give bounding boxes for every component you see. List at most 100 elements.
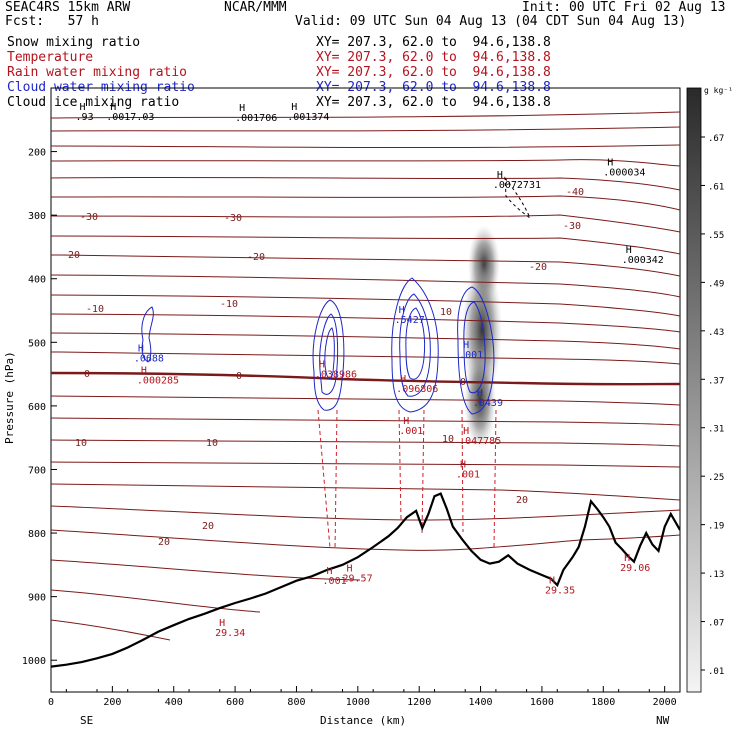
xy-temperature: XY= 207.3, 62.0 to 94.6,138.8 (316, 50, 551, 65)
xy-cloud-ice: XY= 207.3, 62.0 to 94.6,138.8 (316, 95, 551, 110)
isotherm-a (51, 111, 680, 119)
x-tick-label: 800 (287, 697, 305, 708)
rain-value-label: .047785 (459, 436, 501, 447)
snow-ice-value-label-h-marker: H (110, 102, 116, 113)
rain-value-label: .038986 (315, 369, 357, 380)
rain-shaft-2 (334, 409, 338, 551)
y-tick-label: 1000 (22, 656, 46, 667)
snow-ice-value-label-h-marker: H (80, 102, 86, 113)
field-label-snow: Snow mixing ratio (7, 35, 141, 50)
x-axis: 0 200 400 600 800 1000 1200 1400 1600 1800 2000 (48, 686, 677, 708)
rain-value-label-h-marker: H (219, 618, 225, 629)
rain-value-label-h-marker: H (403, 416, 409, 427)
rain-value-label: 29.34 (215, 628, 245, 639)
isotherm-b (51, 126, 680, 132)
rain-value-label: .000285 (137, 376, 179, 387)
cloud-water-cell-3b (399, 293, 431, 397)
x-end-left-label: SE (80, 714, 93, 727)
colorbar-tick-label: .55 (708, 231, 724, 241)
colorbar-tick-label: .37 (708, 376, 724, 386)
xy-snow: XY= 207.3, 62.0 to 94.6,138.8 (316, 35, 551, 50)
zero-isotherm (51, 371, 680, 386)
field-label-temperature: Temperature (7, 50, 94, 65)
isotherm-labels: -40 -30 -30 -30 -20 -20 -20 -10 -10 0 0 … (62, 187, 584, 548)
x-tick-label: 200 (103, 697, 121, 708)
rain-shaft-5 (461, 409, 464, 533)
y-tick-label: 700 (28, 465, 46, 476)
isotherm-k (51, 294, 680, 317)
isotherm-i (51, 254, 680, 277)
cloud-water-cell-2b (319, 313, 339, 395)
isotherm-q (51, 439, 680, 447)
cloud-water-value-label-h-marker: H (138, 343, 144, 354)
isotherm-label-m20-c: -20 (529, 262, 547, 273)
isotherm-label-10-c: 10 (206, 438, 218, 449)
colorbar-tick-label: .67 (708, 134, 724, 144)
y-tick-label: 400 (28, 275, 46, 286)
plot-area: H.93H.0017.03H.001706H.001374H.0072731H.… (51, 102, 680, 668)
x-tick-label: 1200 (407, 697, 431, 708)
cloud-water-cell-3c (405, 307, 426, 380)
isotherm-label-0-c: 0 (460, 377, 466, 388)
isotherm-o (51, 395, 680, 406)
isotherm-label-10-a: 10 (440, 307, 452, 318)
colorbar-tick-label: .31 (708, 425, 724, 435)
isotherm-label-0-b: 0 (236, 371, 242, 382)
colorbar-ticks: .01 .07 .13 .19 .25 .31 .37 .43 .49 .55 .61 .67 (701, 134, 724, 677)
isotherm-label-m20-b: -20 (247, 252, 265, 263)
rain-shaft-3 (398, 409, 402, 521)
snow-ice-value-label-h-marker: H (497, 170, 503, 181)
cloud-water-value-label: .0688 (134, 353, 164, 364)
isotherm-label-m30-a: -30 (80, 212, 98, 223)
cloud-water-value-label-h-marker: H (463, 340, 469, 351)
snow-ice-value-label: .000342 (622, 255, 664, 266)
x-tick-label: 400 (165, 697, 183, 708)
cloud-water-value-label-h-marker: H (399, 305, 405, 316)
x-tick-label: 1800 (591, 697, 615, 708)
x-tick-label: 600 (226, 697, 244, 708)
rain-value-label-h-marker: H (549, 575, 555, 586)
rain-shaft-1 (317, 409, 331, 549)
rain-value-label: .001 (399, 426, 423, 437)
snow-contour (504, 176, 532, 220)
isotherm-c (51, 144, 680, 149)
rain-value-label: 29.57 (342, 573, 372, 584)
x-tick-label: 1000 (346, 697, 370, 708)
snow-ice-value-label-h-marker: H (239, 103, 245, 114)
isotherm-e (51, 176, 680, 191)
snow-ice-value-label: .001706 (235, 113, 277, 124)
isotherm-label-20-b: 20 (202, 521, 214, 532)
y-axis-label: Pressure (hPa) (3, 351, 16, 444)
cloud-water-value-label: .5427 (395, 315, 425, 326)
x-end-right-label: NW (656, 714, 670, 727)
colorbar-tick-label: .61 (708, 182, 724, 192)
cloud-water-cell-4b (463, 301, 486, 394)
isotherm-s (51, 483, 680, 501)
y-axis: 200 300 400 500 600 700 800 900 1000 (22, 148, 57, 667)
rain-water-contours (317, 409, 497, 551)
model-title: SEAC4RS 15km ARW (5, 0, 131, 15)
isotherm-label-20-a: 20 (158, 537, 170, 548)
isotherm-d (51, 159, 680, 167)
valid-time: Valid: 09 UTC Sun 04 Aug 13 (04 CDT Sun … (295, 14, 687, 29)
colorbar-tick-label: .43 (708, 328, 724, 338)
isotherm-f (51, 195, 680, 211)
colorbar (686, 87, 702, 693)
cloud-water-cell-4a (457, 286, 495, 415)
rain-value-label: .001 (323, 576, 347, 587)
rain-value-label-h-marker: H (624, 553, 630, 564)
isotherm-label-20-c: 20 (516, 495, 528, 506)
value-labels: H.93H.0017.03H.001706H.001374H.0072731H.… (76, 102, 664, 639)
isotherm-label-m10-a: -10 (86, 304, 104, 315)
forecast-hour: Fcst: 57 h (5, 14, 99, 29)
y-tick-label: 500 (28, 338, 46, 349)
isotherm-g (51, 214, 680, 233)
snow-ice-value-label: .001374 (287, 112, 329, 123)
x-axis-label: Distance (km) (320, 714, 406, 727)
x-tick-label: 0 (48, 697, 54, 708)
cloud-water-cell-3a (391, 277, 439, 413)
isotherm-label-m10-b: -10 (220, 299, 238, 310)
colorbar-tick-label: .25 (708, 473, 724, 483)
snow-ice-value-label-h-marker: H (626, 245, 632, 256)
